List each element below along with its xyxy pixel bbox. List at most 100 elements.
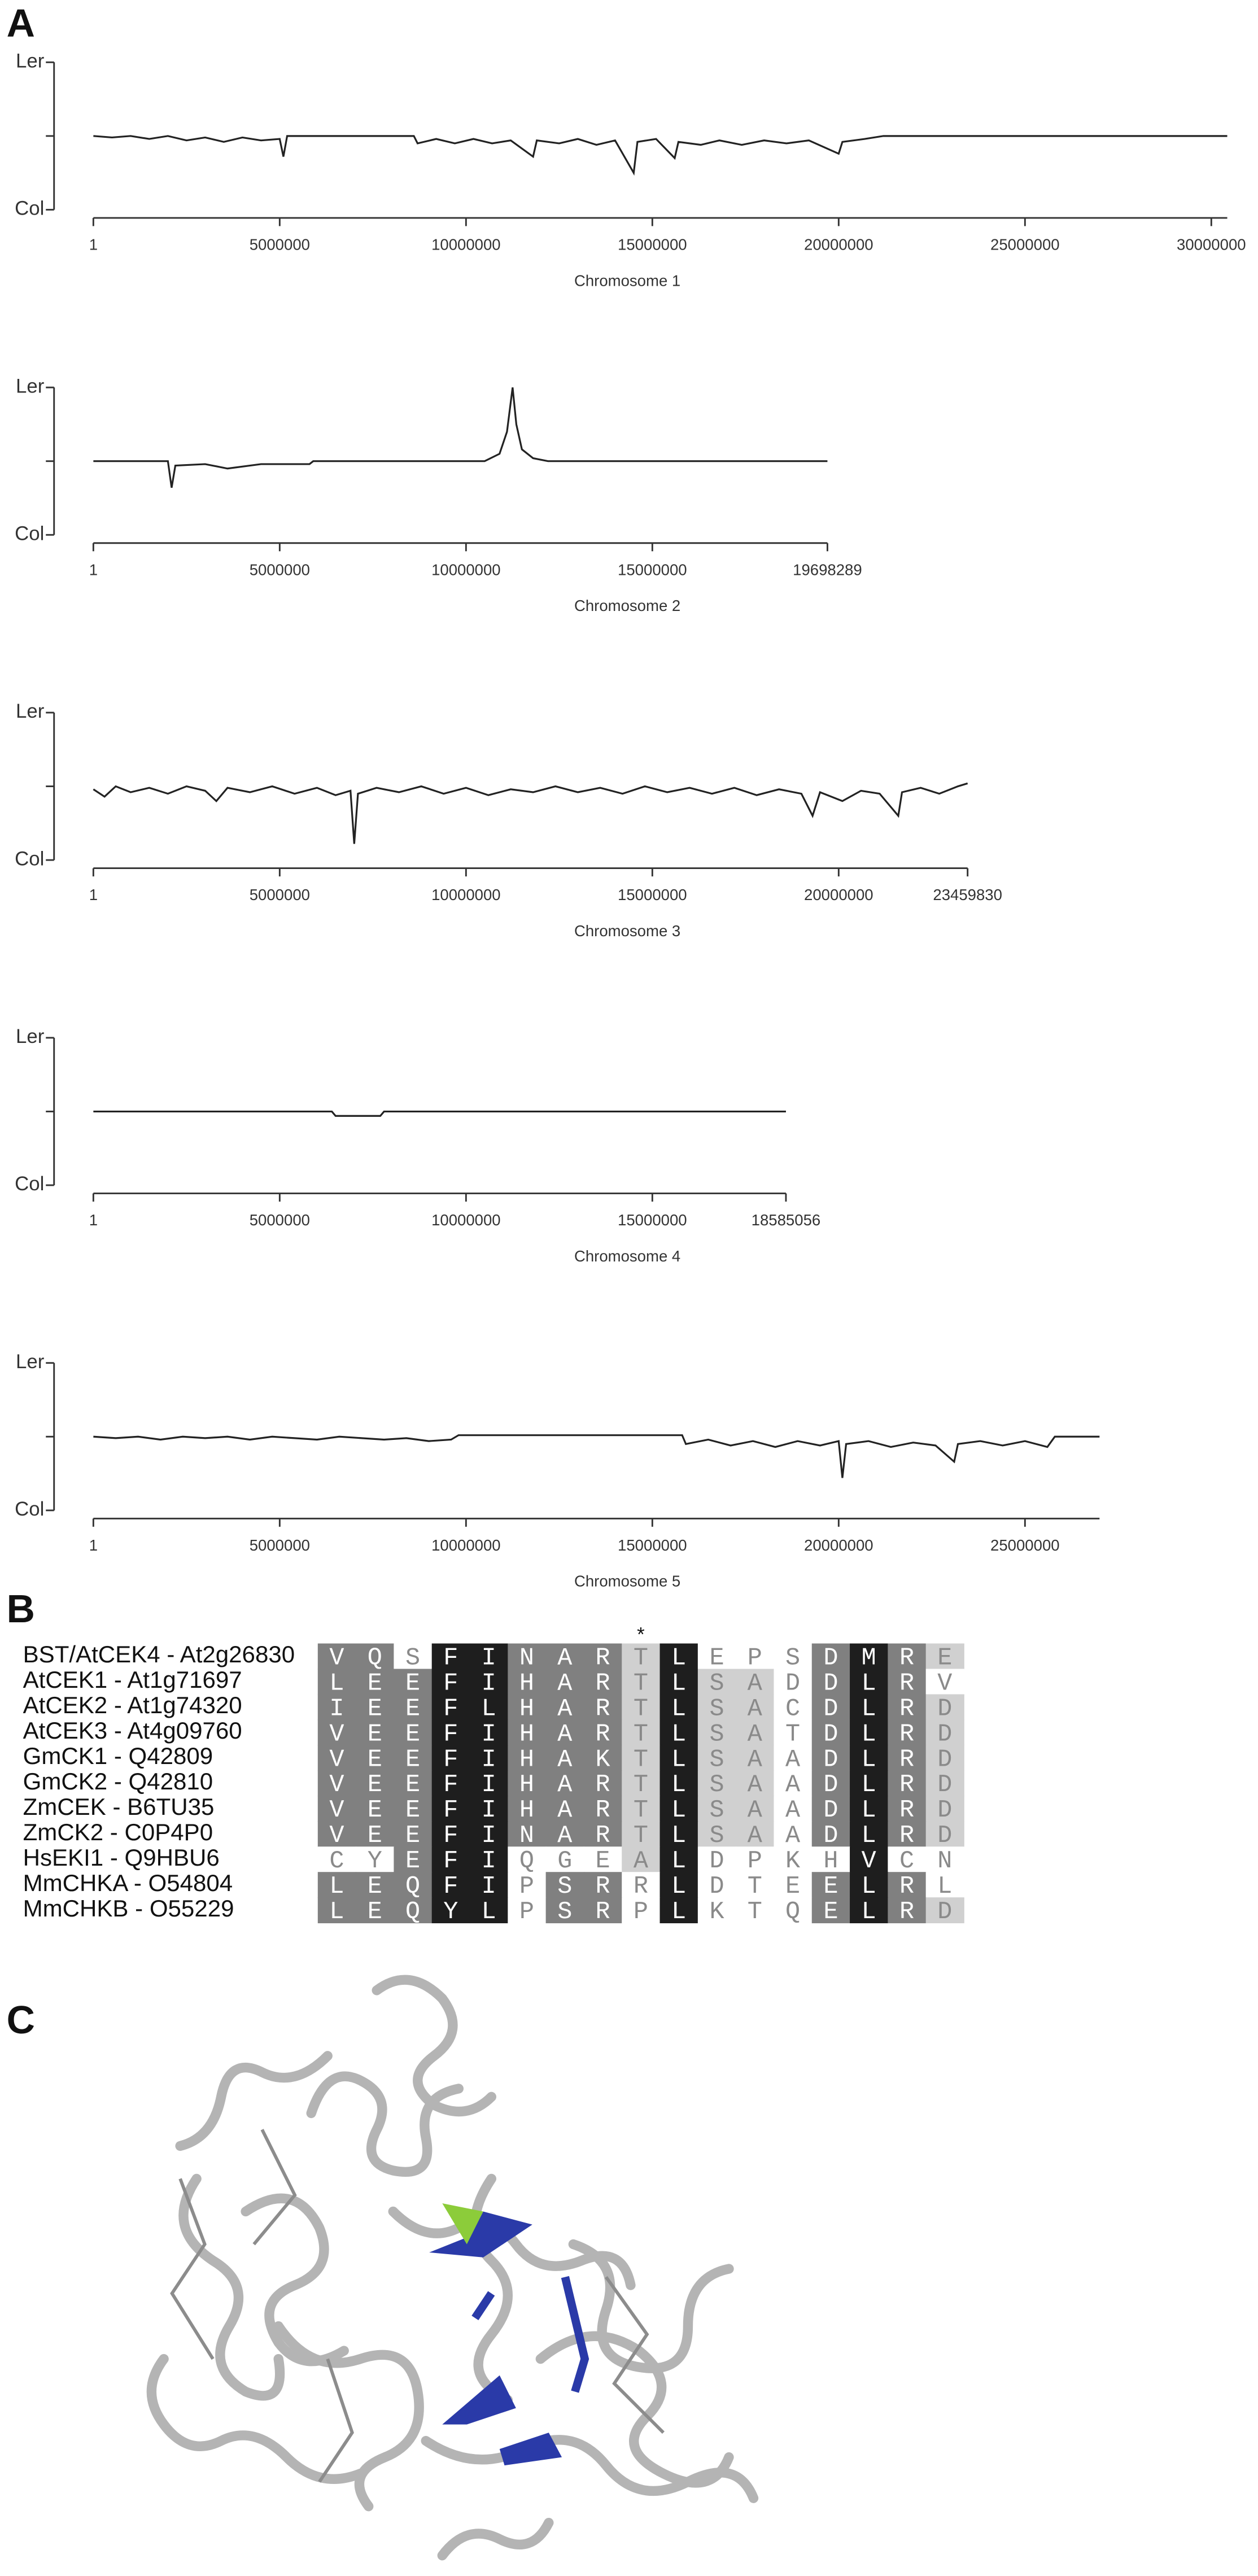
residue-cell [888, 1694, 927, 1721]
residue-cell [545, 1872, 584, 1898]
residue-cell [622, 1694, 661, 1721]
residue-cell [545, 1821, 584, 1848]
residue-cell [317, 1669, 356, 1695]
residue-cell [394, 1872, 433, 1898]
residue-cell [736, 1694, 775, 1721]
residue: R [596, 1644, 610, 1672]
residue: N [937, 1848, 952, 1875]
residue: T [634, 1644, 648, 1672]
x-tick-label: 30000000 [1177, 235, 1246, 253]
residue: H [519, 1797, 534, 1824]
residue-cell [394, 1796, 433, 1822]
residue-cell [659, 1719, 698, 1746]
residue: L [671, 1898, 686, 1926]
residue: Y [443, 1898, 458, 1926]
residue-cell [622, 1897, 661, 1924]
residue: S [709, 1746, 724, 1774]
residue: T [634, 1670, 648, 1697]
residue-cell [697, 1872, 737, 1898]
residue: E [596, 1848, 610, 1875]
residue-cell [850, 1745, 889, 1771]
residue-cell [622, 1643, 661, 1670]
residue-cell [431, 1897, 470, 1924]
sequence-name: GmCK1 - Q42809 [23, 1743, 213, 1769]
residue-cell [431, 1643, 470, 1670]
residue: L [482, 1695, 496, 1723]
residue-cell [925, 1821, 964, 1848]
residue-cell [545, 1694, 584, 1721]
residue: L [862, 1771, 876, 1799]
x-tick-label: 18585056 [752, 1211, 821, 1229]
residue: D [823, 1746, 838, 1774]
residue: C [899, 1848, 914, 1875]
residue: A [557, 1721, 573, 1748]
residue-cell [925, 1846, 964, 1873]
residue: E [368, 1822, 382, 1850]
residue: Q [368, 1644, 382, 1672]
x-axis-label: Chromosome 3 [574, 922, 680, 940]
residue: F [443, 1797, 458, 1824]
residue: N [519, 1644, 534, 1672]
residue-cell [774, 1770, 813, 1797]
residue-cell [356, 1719, 395, 1746]
residue-cell [925, 1897, 964, 1924]
residue: H [519, 1721, 534, 1748]
residue-cell [394, 1897, 433, 1924]
residue-cell [697, 1745, 737, 1771]
x-tick-label: 10000000 [431, 1211, 501, 1229]
residue: I [482, 1644, 496, 1672]
residue: D [937, 1695, 952, 1723]
residue: A [748, 1822, 763, 1850]
residue: S [709, 1797, 724, 1824]
residue-cell [508, 1897, 547, 1924]
residue: R [899, 1873, 914, 1901]
y-tick-label: Col [15, 848, 44, 870]
residue: R [899, 1822, 914, 1850]
residue-cell [470, 1821, 509, 1848]
panel-label: C [7, 1998, 35, 2042]
residue: R [596, 1822, 610, 1850]
residue: E [368, 1746, 382, 1774]
residue-cell [850, 1796, 889, 1822]
residue-cell [925, 1872, 964, 1898]
residue: L [862, 1670, 876, 1697]
residue-cell [431, 1872, 470, 1898]
residue-cell [431, 1821, 470, 1848]
residue: V [937, 1670, 952, 1697]
residue-cell [659, 1669, 698, 1695]
residue: L [862, 1822, 876, 1850]
y-tick-label: Ler [16, 1025, 45, 1047]
residue-cell [850, 1846, 889, 1873]
residue-cell [508, 1770, 547, 1797]
residue-cell [583, 1897, 623, 1924]
residue: Y [368, 1848, 382, 1875]
residue-cell [850, 1770, 889, 1797]
residue-cell [508, 1694, 547, 1721]
residue: D [785, 1670, 800, 1697]
residue-cell [470, 1643, 509, 1670]
residue: V [329, 1644, 344, 1672]
residue-cell [925, 1694, 964, 1721]
residue: R [899, 1746, 914, 1774]
residue-cell [774, 1745, 813, 1771]
residue: L [937, 1873, 952, 1901]
residue-cell [356, 1643, 395, 1670]
residue: L [671, 1873, 686, 1901]
residue-cell [545, 1796, 584, 1822]
x-tick-label: 15000000 [618, 886, 687, 903]
residue: H [519, 1670, 534, 1697]
residue-cell [622, 1821, 661, 1848]
residue-cell [356, 1897, 395, 1924]
residue-cell [811, 1745, 850, 1771]
x-axis-label: Chromosome 4 [574, 1247, 680, 1265]
residue: T [634, 1746, 648, 1774]
residue: L [671, 1822, 686, 1850]
residue: F [443, 1644, 458, 1672]
residue: D [709, 1873, 724, 1901]
residue-cell [811, 1897, 850, 1924]
genotype-line [93, 135, 1228, 176]
residue-cell [888, 1643, 927, 1670]
x-tick-label: 5000000 [250, 1211, 310, 1229]
residue-cell [697, 1643, 737, 1670]
